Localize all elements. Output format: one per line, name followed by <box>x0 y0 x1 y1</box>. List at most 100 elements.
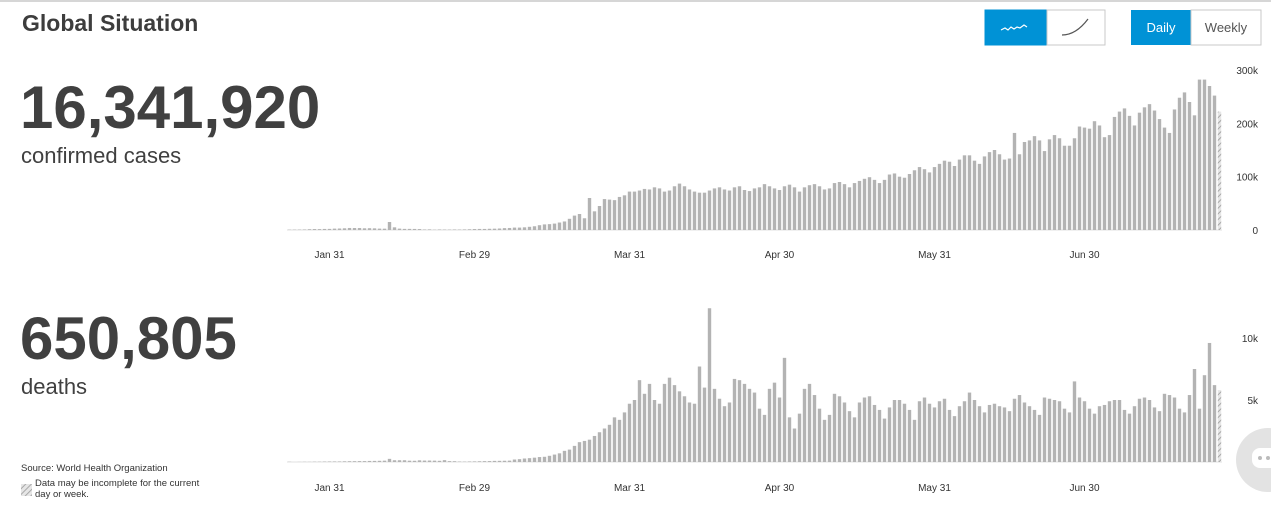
bar <box>1057 138 1062 230</box>
bar <box>737 380 742 462</box>
bar <box>807 383 812 462</box>
bar <box>1127 115 1132 230</box>
bar <box>1117 111 1122 230</box>
bar <box>557 453 562 462</box>
bar <box>572 445 577 462</box>
y-tick-label: 10k <box>1242 334 1259 345</box>
bar <box>847 187 852 230</box>
bar <box>862 397 867 462</box>
bar <box>1067 145 1072 230</box>
bar <box>762 414 767 462</box>
bar <box>1147 104 1152 230</box>
bar <box>487 461 492 462</box>
bar <box>402 460 407 462</box>
y-tick-label: 300k <box>1236 66 1259 77</box>
bar <box>1077 126 1082 230</box>
bar <box>1047 398 1052 462</box>
bar <box>367 228 372 230</box>
bar <box>1157 411 1162 462</box>
bar <box>722 189 727 230</box>
bar <box>1062 408 1067 462</box>
bar <box>577 442 582 462</box>
x-tick-label: Jan 31 <box>314 250 344 261</box>
chart-style-toggle <box>984 9 1106 46</box>
bar <box>1137 398 1142 462</box>
bar <box>337 461 342 462</box>
bar <box>587 439 592 462</box>
bar <box>672 186 677 230</box>
bar <box>822 419 827 462</box>
bar <box>372 460 377 462</box>
bar <box>812 395 817 462</box>
bar <box>687 189 692 230</box>
bar <box>417 229 422 230</box>
bar <box>1197 79 1202 230</box>
bar <box>852 417 857 462</box>
x-tick-label: Mar 31 <box>614 250 646 261</box>
daily-label[interactable]: Daily <box>1147 20 1176 35</box>
bar <box>1037 140 1042 230</box>
bar <box>562 450 567 462</box>
bar <box>592 211 597 230</box>
bar <box>742 190 747 230</box>
x-tick-label: May 31 <box>918 250 951 261</box>
bar <box>562 221 567 230</box>
bar <box>657 188 662 230</box>
bar <box>1127 413 1132 462</box>
period-toggle: Daily Weekly <box>1131 9 1262 46</box>
bar <box>892 173 897 230</box>
bar <box>907 409 912 462</box>
bar <box>747 191 752 230</box>
bar <box>1077 397 1082 462</box>
bar <box>437 229 442 230</box>
bar <box>742 383 747 462</box>
bar <box>1212 385 1217 462</box>
bar <box>1187 395 1192 462</box>
bar <box>1067 412 1072 462</box>
bar <box>637 190 642 230</box>
bar <box>822 189 827 230</box>
bar <box>1217 111 1222 230</box>
bar <box>952 166 957 230</box>
bar <box>497 228 502 230</box>
cumulative-style-button[interactable] <box>1046 9 1106 46</box>
bar <box>852 183 857 230</box>
bar <box>907 174 912 230</box>
weekly-button[interactable] <box>1190 9 1262 46</box>
bar <box>797 413 802 462</box>
bar <box>977 163 982 230</box>
bar <box>1072 381 1077 462</box>
bar <box>762 184 767 230</box>
bar <box>987 152 992 230</box>
bar <box>377 228 382 230</box>
bar <box>652 400 657 462</box>
bar <box>1007 158 1012 230</box>
bar <box>372 228 377 230</box>
bar <box>467 229 472 230</box>
bar <box>402 228 407 230</box>
bar <box>1152 110 1157 230</box>
bar <box>937 401 942 462</box>
bar <box>642 393 647 462</box>
bar <box>882 418 887 462</box>
bar <box>982 412 987 462</box>
bar <box>472 229 477 230</box>
bar <box>1087 408 1092 462</box>
daily-button[interactable] <box>1131 10 1191 45</box>
bar <box>1177 408 1182 462</box>
bar <box>427 460 432 462</box>
bar <box>487 228 492 230</box>
bar <box>517 459 522 462</box>
bar <box>1182 412 1187 462</box>
weekly-label[interactable]: Weekly <box>1205 20 1248 35</box>
bar <box>642 188 647 230</box>
bar <box>1177 97 1182 230</box>
bar <box>477 461 482 462</box>
bar <box>342 461 347 462</box>
bar <box>1142 397 1147 462</box>
top-border <box>0 0 1271 2</box>
bar <box>482 228 487 230</box>
bar <box>887 174 892 230</box>
bar <box>592 435 597 462</box>
bar <box>782 357 787 462</box>
